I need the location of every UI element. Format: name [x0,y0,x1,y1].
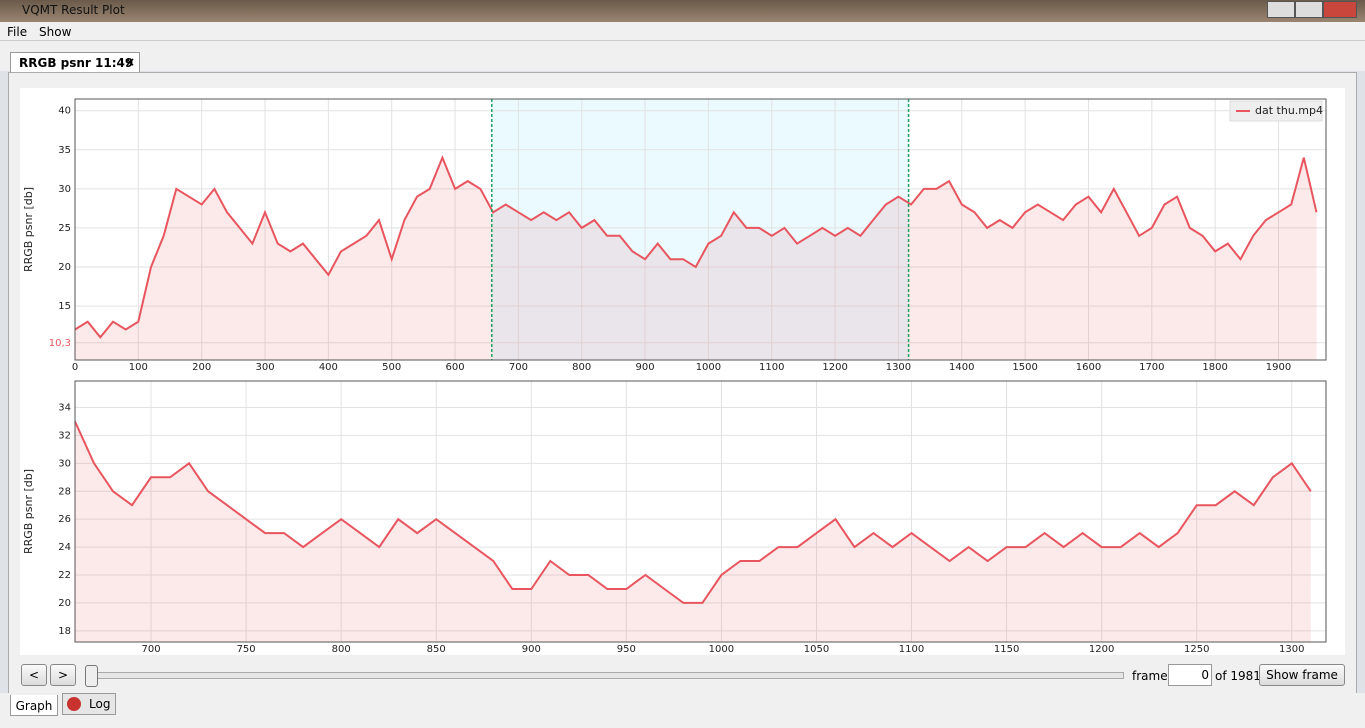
y-tick-label: 30 [58,184,71,195]
x-tick-label: 1500 [1012,362,1037,373]
y-tick-label: 34 [58,403,71,414]
graph-tab[interactable]: Graph [10,695,58,716]
x-tick-label: 1250 [1184,644,1209,655]
y-tick-label: 25 [58,223,71,234]
tab-bar [0,41,1365,71]
log-tab[interactable]: Log [62,693,116,715]
bottom-tabs: Graph Log [0,693,1365,728]
x-tick-label: 1100 [759,362,784,373]
y-axis-title: RRGB psnr [db] [22,187,35,272]
x-tick-label: 200 [192,362,211,373]
plot-tab[interactable]: RRGB psnr 11:49 × [10,52,140,73]
x-tick-label: 400 [319,362,338,373]
prev-button[interactable]: < [21,664,47,686]
close-button[interactable] [1323,1,1357,18]
window-controls[interactable] [1267,1,1357,18]
x-tick-label: 1150 [994,644,1019,655]
x-tick-label: 1300 [1279,644,1304,655]
data-line [74,421,1312,604]
y-tick-label: 26 [58,514,71,525]
x-tick-label: 1050 [804,644,829,655]
y-tick-label: 40 [58,106,71,117]
log-tab-label: Log [89,697,111,711]
x-tick-label: 1300 [886,362,911,373]
x-tick-label: 1800 [1202,362,1227,373]
data-line [74,154,1318,339]
window-title: VQMT Result Plot [22,3,125,17]
slider-handle[interactable] [85,665,98,687]
tab-label: RRGB psnr 11:49 [19,56,134,70]
tab-close[interactable]: × [125,55,136,69]
menu-item[interactable]: Show [39,25,72,39]
x-tick-label: 600 [446,362,465,373]
plot-area [75,381,1326,642]
x-tick-label: 800 [572,362,591,373]
frame-label: frame [1132,669,1168,683]
x-tick-label: 800 [332,644,351,655]
y-tick-label: 35 [58,145,71,156]
maximize-button[interactable] [1295,1,1323,18]
x-tick-label: 500 [382,362,401,373]
x-tick-label: 950 [617,644,636,655]
y-tick-label: 24 [58,542,71,553]
x-tick-label: 700 [142,644,161,655]
selection-region [491,99,909,360]
minimize-button[interactable] [1267,1,1295,18]
x-tick-label: 1200 [1089,644,1114,655]
y-tick-label: 20 [58,262,71,273]
x-tick-label: 1200 [822,362,847,373]
menu-item[interactable]: File [7,25,28,39]
x-tick-label: 700 [509,362,528,373]
area-fill [75,157,1317,360]
x-tick-label: 0 [72,362,78,373]
y-axis-title: RRGB psnr [db] [22,469,35,554]
x-tick-label: 1900 [1266,362,1291,373]
x-tick-label: 300 [255,362,274,373]
show-frame-button[interactable]: Show frame [1259,664,1345,686]
x-tick-label: 1600 [1076,362,1101,373]
y-tick-label: 20 [58,598,71,609]
title-bar: VQMT Result Plot [0,0,1365,22]
legend-box [1229,100,1323,122]
y-tick-label: 28 [58,486,71,497]
plot-border [74,98,1327,361]
x-tick-label: 1400 [949,362,974,373]
x-tick-label: 1000 [696,362,721,373]
frame-input[interactable]: 0 [1168,664,1212,686]
y-tick-label: 32 [58,430,71,441]
y-tick-label: 15 [58,301,71,312]
plot-border [74,380,1327,643]
x-tick-label: 900 [522,644,541,655]
y-tick-label: 18 [58,626,71,637]
y-tick-label: 22 [58,570,71,581]
area-fill [75,421,1311,642]
y-tick-label: 10,3 [49,338,71,349]
x-tick-label: 1700 [1139,362,1164,373]
frame-slider[interactable] [86,672,1124,679]
next-button[interactable]: > [50,664,76,686]
x-tick-label: 1000 [709,644,734,655]
error-icon [67,697,81,711]
x-tick-label: 750 [237,644,256,655]
x-tick-label: 900 [636,362,655,373]
legend-label: dat thu.mp4 [1255,104,1323,117]
x-tick-label: 100 [129,362,148,373]
x-tick-label: 1100 [899,644,924,655]
menu-bar: File Show [0,22,1365,41]
frame-total: of 1981 [1215,669,1261,683]
y-tick-label: 30 [58,458,71,469]
x-tick-label: 850 [427,644,446,655]
